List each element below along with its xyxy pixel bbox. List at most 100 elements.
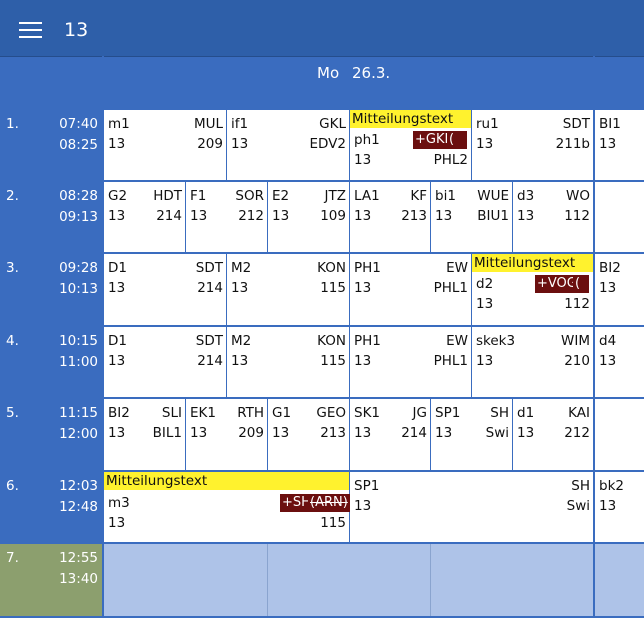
lesson-teacher: KF [410,188,427,204]
substitution-tag: +VOG [535,275,579,293]
lesson-subject: m1 [108,116,130,132]
lesson-teacher: JG [412,405,427,421]
lesson-class: 13 [190,208,208,224]
menu-icon[interactable] [19,22,42,39]
lesson-cell[interactable]: M2 KON 13 115 [227,254,349,325]
lesson-cell[interactable]: d1 KAI 13 212 [513,399,593,470]
lesson-cell[interactable]: skek3 WIM 13 210 [472,327,593,397]
lesson-cell[interactable]: if1 GKL 13 EDV2 [227,110,349,180]
lesson-class: 13 [354,498,372,514]
lesson-teacher: KON [317,260,346,276]
period-start: 12:03 [59,478,98,494]
period-6: 6. 12:03 12:48 [0,472,102,542]
lesson-subject: bk2 [599,478,624,494]
lesson-cell[interactable]: D1 SDT 13 214 [104,327,226,397]
lesson-subject: d1 [517,405,535,421]
lesson-class: 13 [108,353,126,369]
next-day-header[interactable] [595,56,644,108]
lesson-subject: D1 [108,260,127,276]
lesson-class: 13 [435,425,453,441]
period-4: 4. 10:15 11:00 [0,327,102,397]
lesson-subject: D1 [108,333,127,349]
lesson-subject: LA1 [354,188,380,204]
lesson-cell[interactable]: M2 KON 13 115 [227,327,349,397]
lesson-cell[interactable]: F1 SOR 13 212 [186,182,267,252]
lesson-class: 13 [435,208,453,224]
lesson-teacher: SH [490,405,509,421]
lesson-cell[interactable]: LA1 KF 13 213 [350,182,430,252]
period-end: 12:48 [59,499,98,515]
lesson-cell[interactable]: SP1 SH 13 Swi [431,399,512,470]
period-3: 3. 09:28 10:13 [0,254,102,325]
lesson-cell-next-day[interactable]: BI2 13 [595,254,644,325]
lesson-cell[interactable]: SK1 JG 13 214 [350,399,430,470]
lesson-class: 13 [231,280,249,296]
lesson-teacher: HDT [153,188,182,204]
period-start: 11:15 [59,405,98,421]
period-number: 5. [6,405,19,421]
lesson-class: 13 [354,425,372,441]
lesson-room: EDV2 [309,136,346,152]
lesson-room: 214 [197,280,223,296]
lesson-subject: PH1 [354,260,381,276]
lesson-room: BIU1 [477,208,509,224]
lesson-room: 112 [564,296,590,312]
lesson-class: 13 [272,425,290,441]
lesson-cell[interactable]: ru1 SDT 13 211b [472,110,593,180]
period-end: 10:13 [59,281,98,297]
lesson-cell[interactable]: d3 WO 13 112 [513,182,593,252]
lesson-cell[interactable]: EK1 RTH 13 209 [186,399,267,470]
period-end: 11:00 [59,354,98,370]
period-number: 1. [6,116,19,132]
lesson-teacher: RTH [237,405,264,421]
lesson-cell-next-day[interactable]: BI1 13 [595,110,644,180]
period-7-current: 7. 12:55 13:40 [0,544,102,616]
lesson-cell[interactable]: D1 SDT 13 214 [104,254,226,325]
lesson-class: 13 [108,136,126,152]
lesson-cell[interactable]: G1 GEO 13 213 [268,399,349,470]
lesson-cell-with-notice[interactable]: Mitteilungstext m3 +SH (ARN) 13 115 [104,472,350,542]
substitution-tag-absent: (ARN) [308,494,350,512]
day-date: 26.3. [352,64,391,82]
free-period-row [104,544,644,616]
lesson-class: 13 [354,280,372,296]
lesson-teacher: GEO [316,405,346,421]
lesson-class: 13 [599,353,617,369]
day-header[interactable]: Mo 26.3. [104,56,593,108]
lesson-class: 13 [354,208,372,224]
lesson-room: 214 [156,208,182,224]
period-end: 09:13 [59,209,98,225]
lesson-teacher: SDT [562,116,590,132]
lesson-class: 13 [517,208,535,224]
lesson-cell[interactable]: PH1 EW 13 PHL1 [350,327,471,397]
lesson-class: 13 [108,208,126,224]
lesson-class: 13 [231,136,249,152]
period-start: 07:40 [59,116,98,132]
lesson-cell[interactable]: PH1 EW 13 PHL1 [350,254,471,325]
lesson-teacher: WIM [561,333,590,349]
lesson-cell[interactable]: G2 HDT 13 214 [104,182,185,252]
lesson-cell[interactable]: SP1 SH 13 Swi [350,472,593,542]
lesson-subject: ru1 [476,116,499,132]
lesson-subject: skek3 [476,333,516,349]
lesson-subject: PH1 [354,333,381,349]
lesson-cell[interactable]: m1 MUL 13 209 [104,110,226,180]
lesson-cell-with-notice[interactable]: Mitteilungstext ph1 +GKL ( 13 PHL2 [350,110,471,180]
substitution-tag: +SH [280,494,313,512]
lesson-cell-next-day[interactable]: bk2 13 [595,472,644,542]
lesson-teacher: SDT [195,260,223,276]
lesson-teacher: SH [571,478,590,494]
lesson-cell-with-notice[interactable]: Mitteilungstext d2 +VOG ( 13 112 [472,254,593,325]
lesson-cell-next-day[interactable]: d4 13 [595,327,644,397]
lesson-class: 13 [231,353,249,369]
period-end: 08:25 [59,137,98,153]
lesson-subject: m3 [108,495,130,511]
lesson-cell[interactable]: BI2 SLI 13 BIL1 [104,399,185,470]
day-name: Mo [317,64,340,82]
lesson-subject: E2 [272,188,290,204]
lesson-room: 209 [238,425,264,441]
lesson-class: 13 [476,136,494,152]
lesson-cell[interactable]: E2 JTZ 13 109 [268,182,349,252]
lesson-cell[interactable]: bi1 WUE 13 BIU1 [431,182,512,252]
lesson-room: 210 [564,353,590,369]
